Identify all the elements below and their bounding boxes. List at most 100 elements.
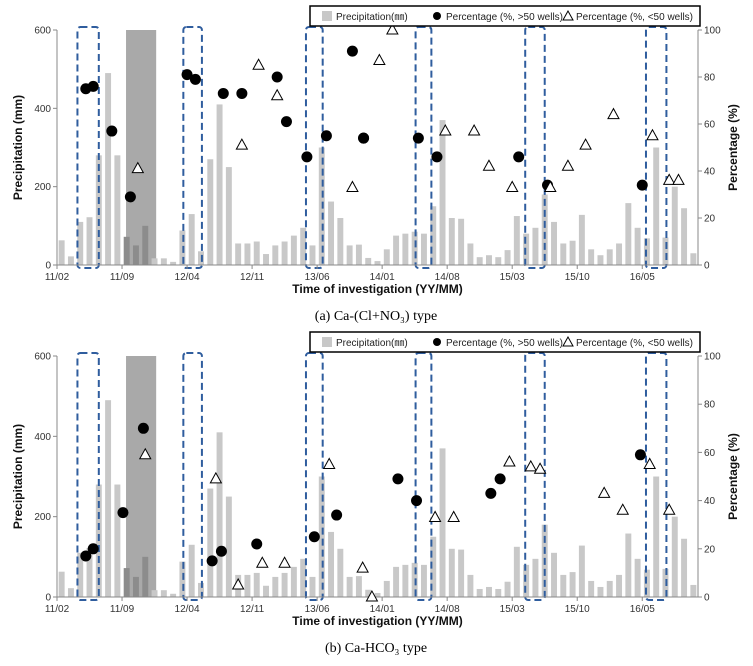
y-tick-left-label: 200 xyxy=(34,512,51,523)
point-over-50-wells xyxy=(215,545,227,557)
precipitation-bar xyxy=(309,576,316,597)
point-under-50-wells xyxy=(543,180,557,192)
chart-panel-a: 0 200 400 600 0 20 40 60 80 100 11/02 11/09 12/04 12/… xyxy=(11,5,740,324)
point-over-50-wells xyxy=(106,125,118,137)
precipitation-bar xyxy=(123,568,130,597)
precipitation-bar xyxy=(318,476,325,597)
point-under-50-wells xyxy=(428,510,442,522)
point-under-50-wells xyxy=(524,459,538,472)
legend-label-precipitation: Precipitation(㎜) xyxy=(336,338,408,349)
point-under-50-wells xyxy=(438,124,452,136)
legend-swatch-precipitation xyxy=(322,11,332,21)
x-tick-label: 15/03 xyxy=(500,604,525,615)
precipitation-bar xyxy=(253,572,260,597)
point-under-50-wells xyxy=(503,455,516,467)
precipitation-bar xyxy=(328,201,335,265)
point-under-50-wells xyxy=(356,561,369,573)
precipitation-bar xyxy=(606,580,613,597)
precipitation-bar xyxy=(476,257,483,265)
point-over-50-wells xyxy=(124,191,136,203)
highlight-box xyxy=(182,352,203,601)
precipitation-bar xyxy=(541,194,548,265)
precipitation-bar xyxy=(374,592,381,597)
point-under-50-wells xyxy=(482,159,496,171)
x-tick-label: 12/04 xyxy=(175,272,200,283)
precipitation-bar xyxy=(337,548,344,597)
precipitation-bar xyxy=(486,586,492,597)
precipitation-bar xyxy=(504,250,511,265)
point-over-50-wells xyxy=(189,73,201,85)
point-under-50-wells xyxy=(386,22,399,35)
legend-label-over-50: Percentage (%, >50 wells) xyxy=(446,12,563,23)
precipitation-bar xyxy=(393,235,400,265)
x-tick-label: 12/11 xyxy=(240,604,265,615)
precipitation-bar xyxy=(430,206,437,265)
point-under-50-wells xyxy=(373,53,386,66)
x-tick-label: 13/06 xyxy=(305,272,330,283)
legend-label-under-50: Percentage (%, <50 wells) xyxy=(576,338,693,349)
chart-panel-b: 0 200 400 600 0 20 40 60 80 100 11/02 11/09 12/04 12/… xyxy=(11,331,740,656)
precipitation-bar xyxy=(532,227,539,265)
legend-box xyxy=(309,331,701,353)
highlight-box xyxy=(414,26,433,269)
point-under-50-wells xyxy=(597,486,611,498)
precipitation-bar xyxy=(634,227,641,265)
precipitation-bar xyxy=(383,580,390,597)
point-over-50-wells xyxy=(358,132,370,144)
point-under-50-wells xyxy=(255,556,269,568)
precipitation-bar xyxy=(551,552,557,597)
point-under-50-wells xyxy=(252,58,265,70)
precipitation-bar xyxy=(290,235,297,265)
x-tick-label: 11/09 xyxy=(110,272,135,283)
x-tick-label: 13/06 xyxy=(305,604,330,615)
precipitation-bar xyxy=(300,558,307,597)
y-tick-left-label: 200 xyxy=(34,182,51,193)
precipitation-bar xyxy=(253,241,260,265)
y-tick-right-label: 20 xyxy=(704,544,716,555)
y-tick-right-label: 80 xyxy=(704,400,716,411)
point-over-50-wells xyxy=(331,509,343,521)
x-tick-label: 12/11 xyxy=(240,272,265,283)
precipitation-bar xyxy=(86,217,93,265)
precipitation-bar xyxy=(235,243,242,265)
highlight-box xyxy=(524,26,546,269)
precipitation-bar xyxy=(681,208,688,265)
point-over-50-wells xyxy=(301,151,313,163)
legend-marker-over-50 xyxy=(433,12,441,20)
precipitation-bar xyxy=(151,590,158,597)
y-tick-right-label: 80 xyxy=(704,73,716,84)
point-under-50-wells xyxy=(138,447,152,460)
highlight-box xyxy=(414,352,433,601)
point-under-50-wells xyxy=(231,577,245,590)
legend-swatch-precipitation xyxy=(322,337,332,347)
precipitation-bar xyxy=(105,400,112,597)
point-over-50-wells xyxy=(181,69,193,81)
precipitation-bar xyxy=(569,572,576,597)
precipitation-bar xyxy=(225,496,232,597)
point-over-50-wells xyxy=(308,531,320,543)
precipitation-bar xyxy=(263,254,269,265)
precipitation-bar xyxy=(86,547,93,597)
point-under-50-wells xyxy=(579,138,592,150)
y-tick-right-label: 40 xyxy=(704,496,716,507)
precipitation-bar xyxy=(114,155,121,265)
x-tick-label: 15/10 xyxy=(565,604,590,615)
precipitation-bar xyxy=(402,233,409,265)
legend-marker-under-50 xyxy=(562,9,574,21)
precipitation-bar xyxy=(411,231,418,265)
precipitation-bar xyxy=(671,516,678,597)
precipitation-bar xyxy=(458,218,465,265)
precipitation-bar xyxy=(616,574,623,597)
precipitation-bar xyxy=(170,261,177,265)
point-over-50-wells xyxy=(206,555,218,567)
precipitation-bar xyxy=(374,261,381,265)
precipitation-bar xyxy=(430,536,437,597)
point-under-50-wells xyxy=(467,124,481,136)
precipitation-bar xyxy=(662,237,669,265)
precipitation-bar xyxy=(160,258,167,265)
precipitation-bar xyxy=(690,584,697,597)
point-over-50-wells xyxy=(320,130,332,142)
highlight-box xyxy=(304,26,324,269)
point-over-50-wells xyxy=(636,179,648,191)
